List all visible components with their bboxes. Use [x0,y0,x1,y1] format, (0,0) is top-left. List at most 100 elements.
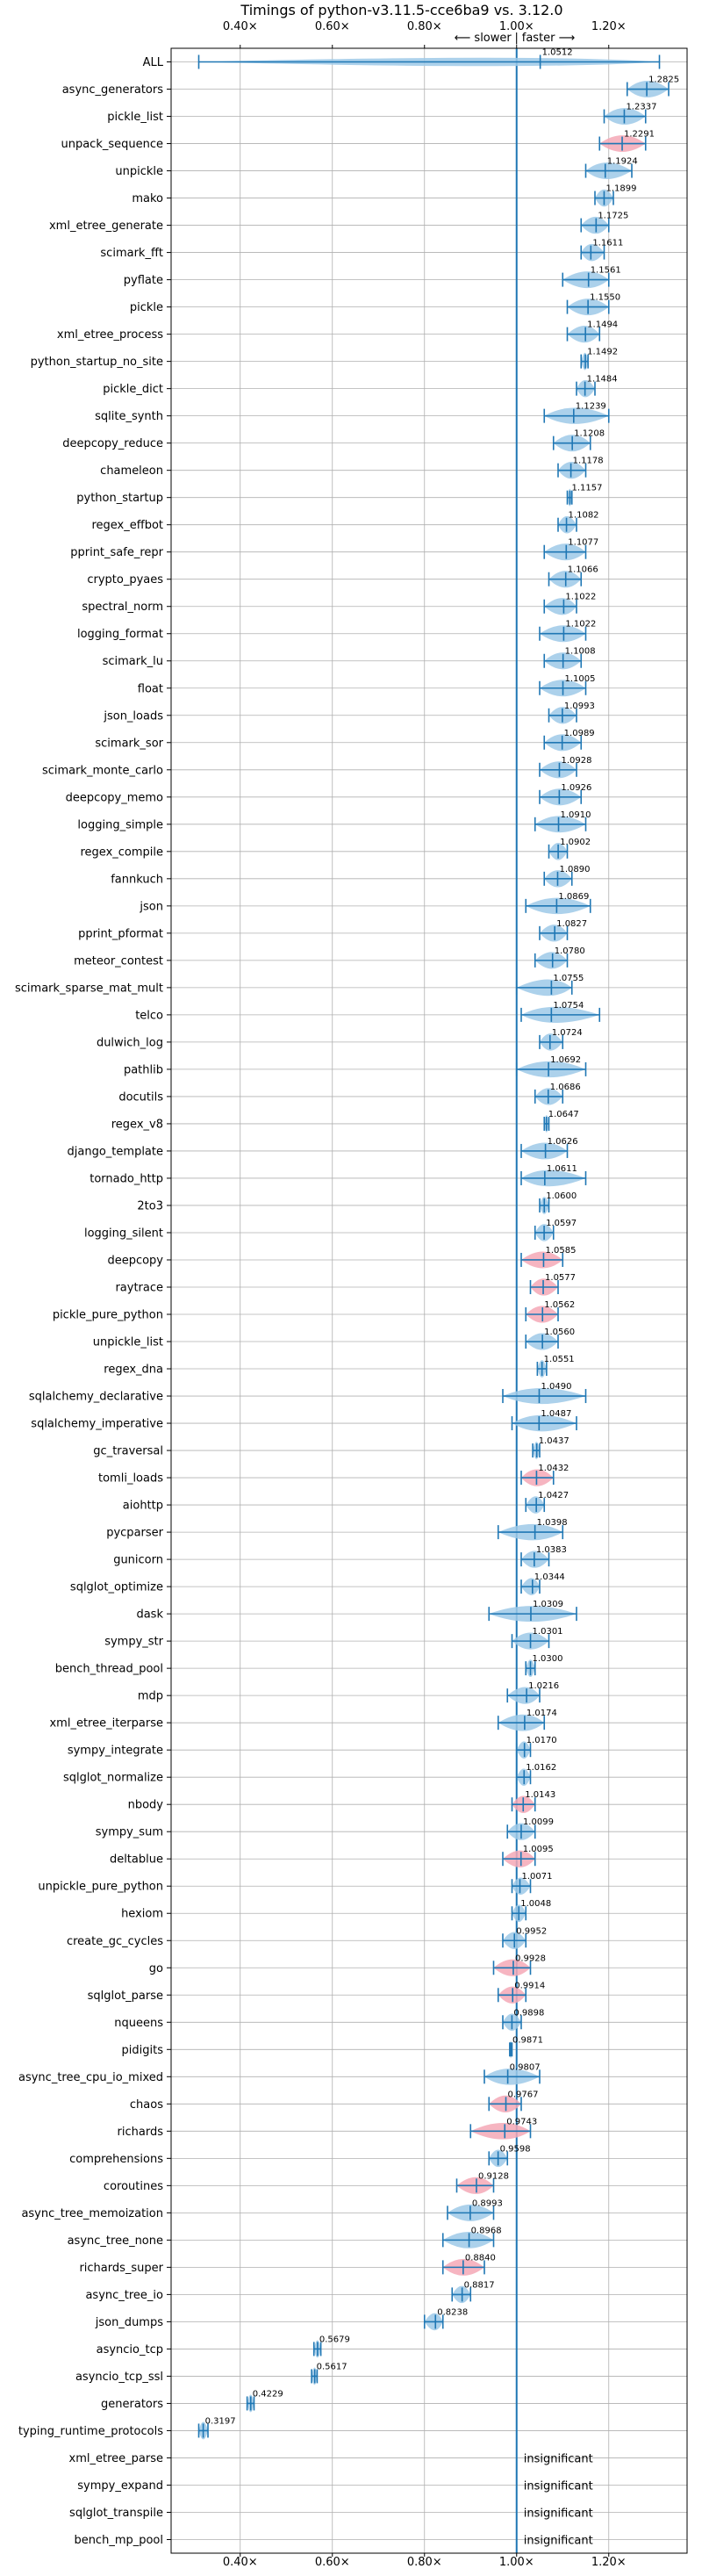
value-label: 1.0755 [553,974,584,983]
value-label: 1.0383 [536,1545,567,1555]
category-label: regex_effbot [91,519,163,532]
x-tick-label-bottom: 0.40× [223,2556,258,2569]
value-label: 0.9871 [512,2035,543,2045]
category-label: async_tree_io [85,2289,163,2302]
category-label: json [139,900,163,913]
category-label: nqueens [114,2017,163,2030]
category-label: deepcopy_reduce [62,437,163,450]
category-label: gc_traversal [93,1445,163,1458]
category-label: pprint_safe_repr [70,546,163,559]
value-label: 1.0626 [548,1137,578,1147]
value-label: 1.0048 [520,1899,551,1909]
category-label: async_tree_none [68,2234,163,2248]
value-label: 0.9743 [506,2117,537,2126]
category-label: unpickle_list [93,1336,163,1349]
category-label: typing_runtime_protocols [18,2425,163,2438]
value-label: 1.0910 [561,810,591,820]
category-label: xml_etree_process [57,328,163,342]
value-label: 1.0427 [538,1491,569,1500]
category-label: create_gc_cycles [67,1935,163,1948]
value-label: 1.0344 [534,1572,565,1582]
value-label: 1.0301 [533,1627,563,1637]
category-label: crypto_pyaes [87,573,163,586]
value-label: 0.5679 [319,2335,350,2344]
category-label: scimark_monte_carlo [42,764,163,777]
category-label: coroutines [104,2180,163,2193]
value-label: 1.1022 [565,593,596,602]
category-label: tornado_http [90,1172,163,1185]
insignificant-label: insignificant [524,2452,593,2465]
category-label: unpickle [115,165,163,178]
category-label: sqlite_synth [95,410,163,423]
value-label: 1.1082 [569,511,599,521]
category-label: deltablue [110,1853,163,1867]
grid-layer [171,48,687,2553]
value-label: 1.1561 [591,266,621,276]
value-label: 0.8993 [472,2198,503,2208]
value-label: 0.9914 [514,1981,545,1990]
category-label: sqlglot_optimize [70,1581,163,1594]
value-label: 0.8968 [471,2226,502,2235]
category-label: sqlalchemy_imperative [31,1418,163,1431]
x-tick-label-bottom: 0.60× [315,2556,350,2569]
x-tick-label-top: 0.60× [315,20,350,33]
category-label: hexiom [121,1908,163,1921]
value-label: 0.9952 [516,1926,547,1936]
value-label: 1.2825 [648,76,679,85]
category-label: chaos [130,2098,163,2112]
category-label: sqlalchemy_declarative [29,1391,163,1404]
value-label: 1.0300 [533,1654,563,1664]
value-label: 1.0560 [544,1328,575,1337]
category-label: scimark_sor [95,737,163,750]
category-label: pathlib [124,1063,163,1076]
category-label: 2to3 [137,1199,163,1212]
category-label: richards_super [79,2262,163,2275]
value-label: 1.2337 [626,103,656,112]
category-label: asyncio_tcp [97,2343,163,2357]
value-label: 1.0780 [555,946,585,956]
value-label: 1.1157 [571,484,602,493]
value-label: 1.0174 [526,1709,557,1718]
chart-title: Timings of python-v3.11.5-cce6ba9 vs. 3.… [240,2,562,18]
category-label: sympy_integrate [68,1745,163,1758]
value-label: 1.0600 [546,1191,577,1201]
category-label: gunicorn [113,1554,163,1567]
value-label: 1.0724 [552,1028,583,1038]
category-label: django_template [68,1145,163,1158]
category-label: async_generators [62,83,164,97]
category-label: xml_etree_parse [69,2452,163,2465]
category-label: scimark_fft [100,247,163,260]
category-label: dask [136,1608,163,1622]
category-label: meteor_contest [74,954,163,968]
value-label: 1.1178 [573,457,604,466]
category-label: sympy_str [104,1636,163,1649]
category-label: json_dumps [95,2316,163,2329]
category-label: raytrace [115,1281,163,1294]
x-tick-label-bottom: 1.00× [499,2556,534,2569]
category-label: python_startup [76,492,163,505]
value-label: 0.8817 [464,2280,495,2290]
value-label: 0.3197 [205,2416,236,2426]
category-label: sqlglot_normalize [63,1772,163,1785]
value-label: 1.1208 [574,429,605,439]
category-label: sqlglot_transpile [69,2507,163,2520]
value-label: 1.0432 [538,1464,569,1473]
value-label: 1.0647 [548,1110,579,1119]
value-label: 1.0611 [547,1164,577,1174]
category-label: json_loads [103,709,163,723]
value-label: 1.0437 [539,1436,569,1446]
value-label: 1.1066 [568,565,598,575]
category-label: docutils [118,1090,163,1104]
category-label: unpickle_pure_python [38,1881,163,1894]
value-label: 1.0162 [526,1763,556,1773]
value-label: 1.0095 [523,1845,554,1854]
category-label: spectral_norm [82,601,163,614]
value-label: 0.9767 [508,2090,539,2099]
category-label: telco [135,1009,163,1022]
category-label: xml_etree_generate [49,219,163,233]
direction-separator: | [515,32,519,45]
value-label: 1.0577 [545,1273,576,1283]
category-label: deepcopy [107,1254,163,1267]
faster-label: faster ⟶ [522,32,576,45]
